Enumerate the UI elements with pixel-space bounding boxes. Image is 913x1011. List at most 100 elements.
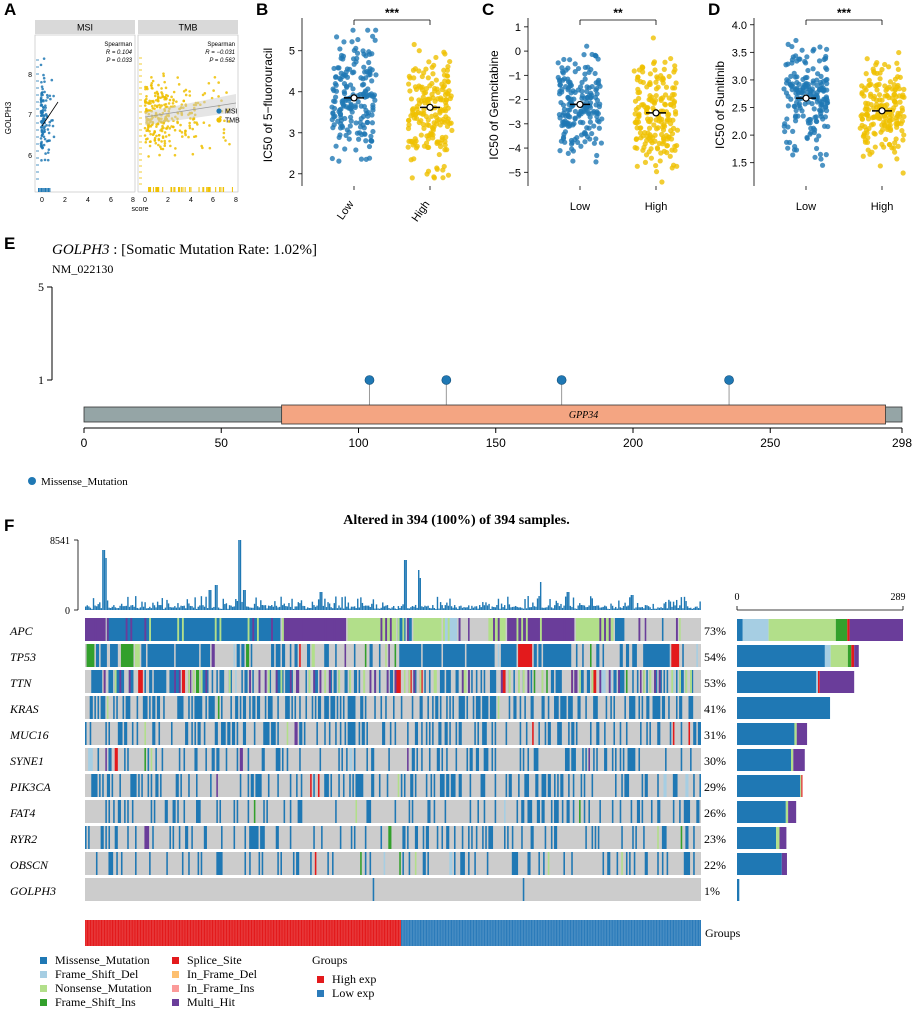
top-bar bbox=[394, 608, 396, 610]
mutation-cell bbox=[635, 826, 637, 849]
mutation-cell bbox=[449, 852, 453, 875]
mutation-cell-alt bbox=[563, 618, 566, 641]
msi-rug-x bbox=[43, 188, 45, 192]
mutation-cell bbox=[138, 774, 140, 797]
low-point bbox=[592, 52, 598, 58]
mutation-cell bbox=[119, 774, 121, 797]
mutation-cell bbox=[568, 722, 570, 745]
mutation-cell bbox=[625, 670, 628, 693]
high-point bbox=[425, 117, 431, 123]
high-point bbox=[636, 89, 643, 95]
mutation-cell bbox=[332, 852, 334, 875]
top-bar bbox=[647, 606, 650, 610]
top-bar bbox=[213, 606, 215, 610]
right-bar-xmin: 0 bbox=[735, 592, 740, 603]
top-bar bbox=[114, 607, 117, 610]
legend-fs-del: Frame_Shift_Del bbox=[40, 967, 138, 982]
mutation-cell bbox=[572, 800, 575, 823]
right-bar-segment bbox=[737, 645, 825, 667]
top-bar bbox=[327, 602, 329, 610]
mutation-cell bbox=[289, 800, 292, 823]
low-point bbox=[794, 58, 800, 64]
mutation-cell bbox=[355, 800, 358, 823]
mutation-cell bbox=[400, 696, 403, 719]
top-bar bbox=[493, 606, 495, 610]
low-point bbox=[365, 110, 372, 116]
top-bar bbox=[314, 606, 317, 610]
low-point bbox=[350, 27, 356, 33]
top-bar bbox=[518, 607, 520, 610]
mutation-cell bbox=[666, 852, 669, 875]
top-bar bbox=[263, 605, 265, 610]
mutation-cell bbox=[214, 722, 218, 745]
legend-splice-swatch bbox=[172, 957, 179, 964]
mutation-cell bbox=[236, 800, 239, 823]
mutation-cell bbox=[646, 670, 648, 693]
top-bar bbox=[636, 602, 639, 610]
mutation-cell bbox=[324, 644, 329, 667]
low-point bbox=[787, 81, 793, 88]
low-point bbox=[810, 66, 816, 72]
top-bar bbox=[488, 603, 490, 610]
low-point bbox=[815, 71, 821, 77]
mutation-cell bbox=[191, 722, 193, 745]
low-point bbox=[341, 39, 347, 45]
high-point bbox=[640, 69, 646, 75]
mutation-cell bbox=[205, 696, 207, 719]
mutation-cell bbox=[469, 748, 473, 771]
mutation-cell bbox=[411, 696, 414, 719]
low-point bbox=[821, 96, 827, 102]
low-point bbox=[791, 103, 797, 109]
low-point bbox=[584, 43, 590, 49]
mutation-cell bbox=[150, 748, 153, 771]
mutation-cell bbox=[296, 852, 300, 875]
top-bar bbox=[294, 606, 296, 610]
top-bar bbox=[167, 603, 170, 610]
y-tick-label: 2.5 bbox=[732, 103, 747, 115]
tmb-point bbox=[203, 92, 207, 95]
mutation-cell bbox=[500, 670, 506, 693]
high-point bbox=[652, 67, 658, 73]
top-bar bbox=[618, 600, 620, 610]
mutation-cell bbox=[135, 852, 137, 875]
top-bar bbox=[460, 605, 462, 610]
mutation-cell bbox=[644, 852, 648, 875]
low-point bbox=[347, 114, 354, 120]
mutation-cell-alt bbox=[380, 618, 383, 641]
low-point bbox=[583, 88, 590, 94]
top-bar bbox=[579, 603, 581, 610]
mutation-cell-alt bbox=[525, 618, 528, 641]
mutation-cell bbox=[369, 852, 372, 875]
legend-if-del-label: In_Frame_Del bbox=[187, 967, 257, 981]
mutation-cell bbox=[188, 852, 190, 875]
low-point bbox=[372, 37, 378, 43]
low-point bbox=[800, 113, 806, 119]
mutation-cell bbox=[108, 800, 111, 823]
x-tick-label: High bbox=[645, 201, 668, 213]
mutation-cell bbox=[256, 696, 261, 719]
top-bar bbox=[393, 605, 395, 610]
tmb-point bbox=[163, 103, 166, 107]
top-bar bbox=[457, 608, 459, 610]
mutation-cell bbox=[640, 670, 642, 693]
mutation-cell bbox=[475, 670, 478, 693]
mutation-cell-alt bbox=[571, 670, 574, 693]
mutation-cell-alt bbox=[366, 618, 369, 641]
low-point bbox=[589, 83, 595, 90]
top-bar bbox=[177, 603, 179, 610]
mutation-cell bbox=[152, 826, 154, 849]
mutation-cell bbox=[485, 826, 487, 849]
low-point bbox=[347, 123, 353, 129]
top-bar bbox=[102, 550, 104, 610]
mutation-cell bbox=[216, 852, 223, 875]
mutation-cell bbox=[688, 696, 694, 719]
mutation-cell bbox=[519, 722, 522, 745]
mutation-cell bbox=[324, 774, 329, 797]
high-point bbox=[638, 125, 644, 131]
mutation-cell bbox=[541, 800, 545, 823]
high-point bbox=[666, 73, 672, 80]
mutation-cell bbox=[307, 644, 311, 667]
panel-a-scatter: MSI TMB GOLPH3 6 7 8 0 2 4 6 8 0 2 4 6 8… bbox=[4, 20, 240, 213]
mutation-cell bbox=[183, 800, 186, 823]
tmb-point bbox=[173, 153, 177, 157]
